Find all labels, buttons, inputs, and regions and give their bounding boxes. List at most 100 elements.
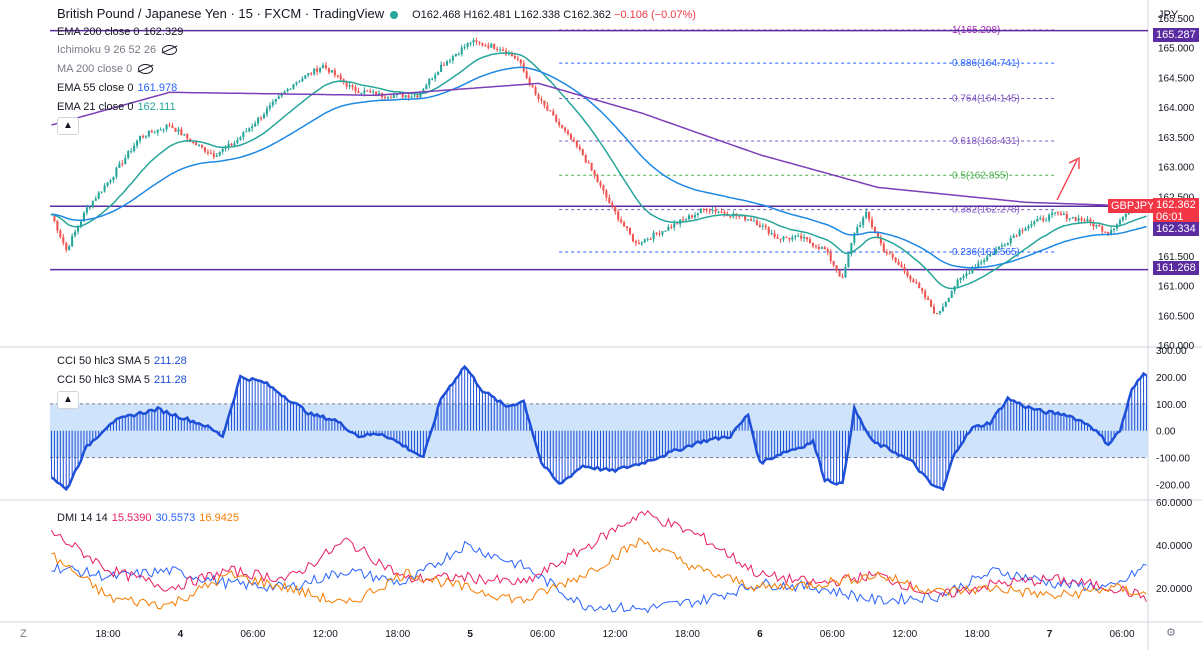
candle-body [313, 68, 316, 74]
candle-body [631, 234, 634, 242]
candle-body [941, 306, 944, 312]
hline-tag-2[interactable]: 162.334 [1153, 222, 1199, 236]
candle-body [965, 273, 968, 277]
axes: 165.500 165.000 164.500 164.000 163.500 163.0… [95, 14, 1194, 640]
candle-body [428, 78, 431, 86]
legend-dmi[interactable]: DMI 14 14 15.5390 30.5573 16.9425 [57, 512, 240, 524]
candle-body [262, 114, 266, 119]
candle-body [121, 163, 124, 165]
countdown-tag: 06:01 [1153, 210, 1199, 224]
timezone-button[interactable]: Z [20, 628, 27, 640]
time-tick-label: 12:00 [602, 629, 627, 640]
candle-body [776, 236, 779, 239]
hline-tag-1[interactable]: 165.287 [1153, 28, 1199, 42]
settings-icon[interactable]: ⚙ [1166, 627, 1176, 639]
price-tick-label: 165.000 [1158, 44, 1195, 55]
candle-body [448, 60, 451, 62]
candle-body [112, 176, 115, 181]
candle-body [708, 210, 711, 212]
candle-body [528, 77, 531, 86]
candle-body [620, 219, 623, 223]
hidden-eye-icon[interactable] [162, 45, 178, 56]
candle-body [177, 129, 180, 132]
candle-body [292, 84, 295, 89]
candle-body [174, 128, 177, 132]
hidden-eye-icon[interactable] [138, 64, 154, 75]
candle-body [171, 125, 174, 129]
candle-body [596, 175, 599, 183]
candle-body [1095, 225, 1098, 227]
candle-body [643, 239, 646, 243]
time-tick-label: 06:00 [820, 629, 845, 640]
candle-body [280, 93, 283, 97]
candle-body [885, 251, 888, 254]
candle-body [79, 221, 83, 227]
legend-ma200[interactable]: MA 200 close 0 [57, 63, 154, 75]
candle-body [1030, 224, 1033, 226]
candle-body [1015, 235, 1018, 237]
candle-body [673, 223, 676, 228]
candle-body [1036, 218, 1039, 222]
candle-body [162, 129, 165, 131]
candle-body [109, 180, 112, 183]
candle-body [794, 235, 797, 238]
candle-body [714, 209, 717, 212]
candle-body [203, 147, 206, 152]
candle-body [265, 108, 268, 115]
cci-pane [50, 364, 1148, 492]
legend-ema55[interactable]: EMA 55 close 0 161.978 [57, 82, 178, 94]
candle-body [859, 225, 862, 228]
candle-body [752, 220, 755, 222]
candle-body [127, 151, 130, 159]
candle-body [62, 236, 65, 244]
legend-ichimoku[interactable]: Ichimoku 9 26 52 26 [57, 44, 178, 56]
ohlc-high: H162.481 [463, 9, 512, 21]
candle-body [153, 132, 156, 134]
candle-body [699, 209, 702, 214]
price-tick-label: 160.000 [1158, 341, 1195, 352]
candle-body [986, 256, 989, 261]
candle-body [1062, 213, 1065, 216]
candle-body [186, 134, 189, 139]
candle-body [502, 49, 505, 51]
candle-body [782, 236, 785, 240]
candle-body [552, 111, 555, 116]
candle-body [289, 88, 292, 90]
candle-body [466, 42, 469, 47]
candle-body [133, 145, 136, 152]
candle-body [873, 226, 877, 233]
candle-body [868, 211, 871, 220]
candle-body [879, 237, 882, 244]
symbol-title[interactable]: British Pound / Japanese Yen · 15 · FXCM… [57, 6, 385, 21]
candle-body [841, 276, 844, 278]
candle-body [623, 222, 626, 227]
candle-body [404, 95, 407, 98]
candle-body [628, 227, 632, 235]
collapse-legend-button[interactable]: ▲ [57, 117, 79, 135]
candle-body [460, 47, 463, 54]
candle-body [826, 249, 829, 253]
candle-body [445, 61, 449, 66]
price-tick-label: 164.000 [1158, 103, 1195, 114]
legend-ema21[interactable]: EMA 21 close 0 162.111 [57, 101, 176, 113]
candle-body [903, 267, 906, 272]
candle-body [124, 158, 127, 164]
candle-body [1068, 218, 1071, 220]
time-tick-label: 18:00 [675, 629, 700, 640]
candle-body [218, 151, 221, 156]
legend-cci-2[interactable]: CCI 50 hlc3 SMA 5 211.28 [57, 374, 187, 386]
legend-cci-1[interactable]: CCI 50 hlc3 SMA 5 211.28 [57, 355, 187, 367]
candle-body [324, 65, 328, 69]
legend-ema200[interactable]: EMA 200 close 0 162.329 [57, 26, 184, 38]
candle-body [141, 135, 145, 137]
price-tick-label: 160.500 [1158, 311, 1195, 322]
candle-body [744, 215, 747, 221]
hline-tag-3[interactable]: 161.268 [1153, 261, 1199, 275]
dmi-tick-label: 60.0000 [1156, 498, 1193, 509]
candle-body [319, 68, 322, 72]
candle-body [260, 117, 263, 119]
collapse-cci-legend-button[interactable]: ▲ [57, 391, 79, 409]
candle-body [230, 143, 233, 146]
candle-body [56, 221, 59, 231]
